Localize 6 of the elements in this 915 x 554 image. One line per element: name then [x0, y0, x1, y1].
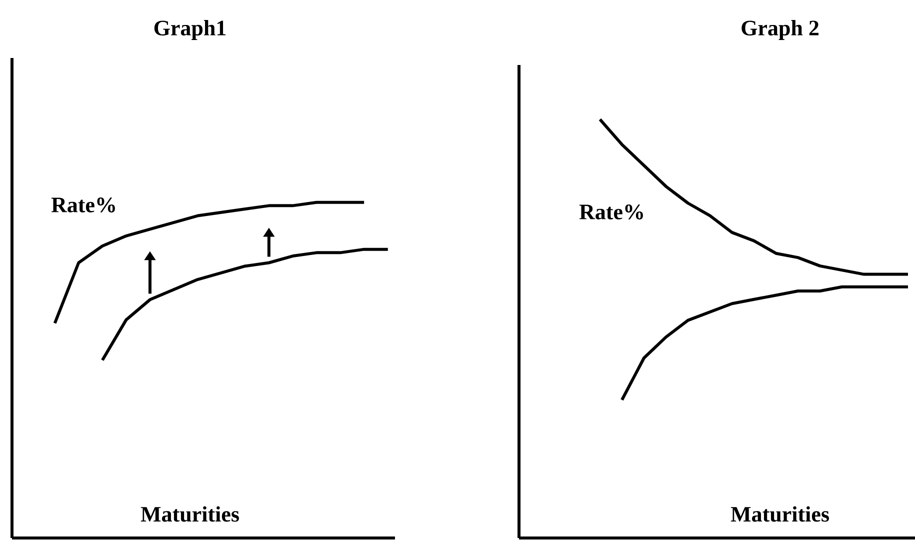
- chart-title: Graph 2: [742, 20, 818, 40]
- annotation: Rate%: [51, 198, 115, 212]
- annotation: Rate%: [579, 204, 643, 220]
- x-axis-title: Maturities: [140, 506, 239, 522]
- chart-title: Graph1: [154, 20, 226, 40]
- x-axis-title: Maturities: [730, 506, 829, 522]
